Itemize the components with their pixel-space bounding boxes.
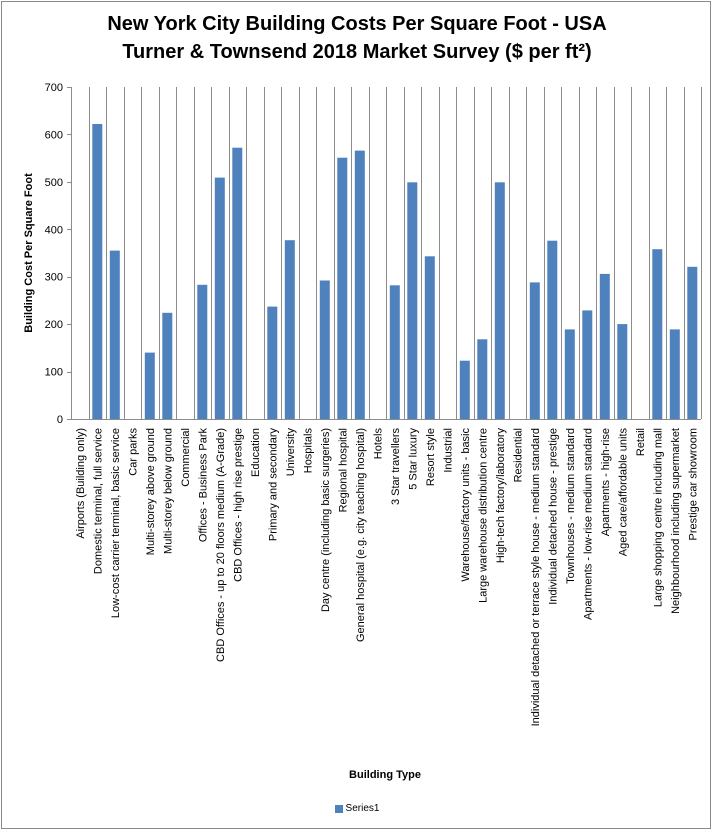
bar — [599, 273, 610, 419]
bar — [144, 352, 155, 419]
x-tick-label: Retail — [635, 428, 647, 456]
y-tick-label: 200 — [45, 319, 63, 331]
bar — [529, 282, 540, 419]
y-tick-label: 300 — [45, 272, 63, 284]
x-tick-label: Neighbourhood including supermarket — [670, 428, 682, 614]
legend: Series1 — [0, 803, 714, 814]
x-tick-label: Primary and secondary — [267, 428, 279, 542]
bar — [617, 324, 628, 419]
legend-swatch — [334, 804, 343, 813]
y-tick-label: 600 — [45, 129, 63, 141]
bar — [232, 147, 243, 419]
x-tick-label: Airports (Building only) — [75, 428, 87, 539]
chart-title-line-2: Turner & Townsend 2018 Market Survey ($ … — [122, 41, 592, 63]
bar — [494, 182, 505, 419]
x-tick-label: Large warehouse distribution centre — [477, 428, 489, 603]
x-tick-label: Car parks — [127, 428, 139, 476]
x-tick-label: Apartments - high-rise — [600, 428, 612, 536]
x-tick-label: Offices - Business Park — [197, 428, 209, 543]
bar — [669, 329, 680, 419]
bar — [547, 240, 558, 419]
x-tick-label: Large shopping centre including mall — [652, 428, 664, 607]
x-tick-label: Resort style — [425, 428, 437, 486]
y-tick-label: 0 — [57, 414, 63, 426]
bar — [162, 312, 173, 419]
x-tick-label: High-tech factory/laboratory — [495, 428, 507, 564]
bar — [407, 182, 418, 419]
y-tick-label: 700 — [45, 82, 63, 94]
axes — [67, 87, 701, 420]
bar — [459, 360, 470, 419]
y-tick-label: 400 — [45, 224, 63, 236]
y-tick-label: 100 — [45, 367, 63, 379]
bar — [109, 250, 120, 419]
y-tick-labels: 0 100 200 300 400 500 600 700 — [45, 82, 63, 426]
x-tick-label: Multi-storey below ground — [162, 428, 174, 554]
bar — [92, 124, 103, 419]
x-tick-label: Warehouse/factory units - basic — [460, 428, 472, 582]
bar — [389, 285, 400, 419]
bar — [214, 177, 225, 419]
x-tick-label: CBD Offices - high rise prestige — [232, 428, 244, 582]
bar — [197, 284, 208, 419]
bars — [92, 124, 698, 419]
bar — [424, 256, 435, 419]
x-tick-label: Domestic terminal, full service — [92, 428, 104, 574]
x-tick-label: 5 Star luxury — [407, 428, 419, 490]
x-tick-label: University — [285, 428, 297, 477]
x-tick-label: Individual detached house - prestige — [547, 428, 559, 605]
x-tick-label: Prestige car showroom — [687, 428, 699, 541]
x-tick-label: Day centre (including basic surgeries) — [320, 428, 332, 612]
y-tick-label: 500 — [45, 177, 63, 189]
grid-lines — [71, 87, 702, 419]
bar — [477, 339, 488, 419]
x-tick-label: Individual detached or terrace style hou… — [530, 428, 542, 726]
x-tick-label: Low-cost carrier terminal, basic service — [110, 428, 122, 618]
x-tick-label: Industrial — [442, 428, 454, 473]
x-tick-label: Residential — [512, 428, 524, 482]
x-tick-label: Commercial — [180, 428, 192, 487]
x-tick-label: CBD Offices - up to 20 floors medium (A-… — [215, 428, 227, 662]
bar — [564, 329, 575, 419]
bar — [652, 249, 663, 419]
chart-title: New York City Building Costs Per Square … — [0, 10, 714, 66]
x-tick-label: Townhouses - medium standard — [565, 428, 577, 584]
x-axis-title: Building Type — [349, 769, 421, 781]
x-tick-label: Apartments - low-rise medium standard — [582, 428, 594, 620]
bar — [354, 150, 365, 419]
x-tick-label: Hotels — [372, 428, 384, 460]
x-tick-label: General hospital (e.g. city teaching hos… — [355, 428, 367, 642]
legend-label: Series1 — [345, 803, 380, 814]
bar — [582, 310, 593, 419]
x-tick-label: Aged care/affordable units — [617, 428, 629, 557]
x-tick-label: Hospitals — [302, 428, 314, 474]
bar — [337, 157, 348, 419]
x-tick-label: Regional hospital — [337, 428, 349, 512]
bar — [267, 306, 278, 419]
chart-title-line-1: New York City Building Costs Per Square … — [107, 13, 607, 35]
bar — [284, 240, 295, 419]
y-axis-title: Building Cost Per Square Foot — [23, 173, 35, 333]
bar — [319, 280, 330, 419]
x-tick-label: 3 Star travellers — [390, 428, 402, 506]
x-tick-label: Multi-storey above ground — [145, 428, 157, 555]
x-tick-label: Education — [250, 428, 262, 477]
bar — [687, 266, 698, 419]
x-tick-labels: Airports (Building only) Domestic termina… — [75, 428, 700, 727]
